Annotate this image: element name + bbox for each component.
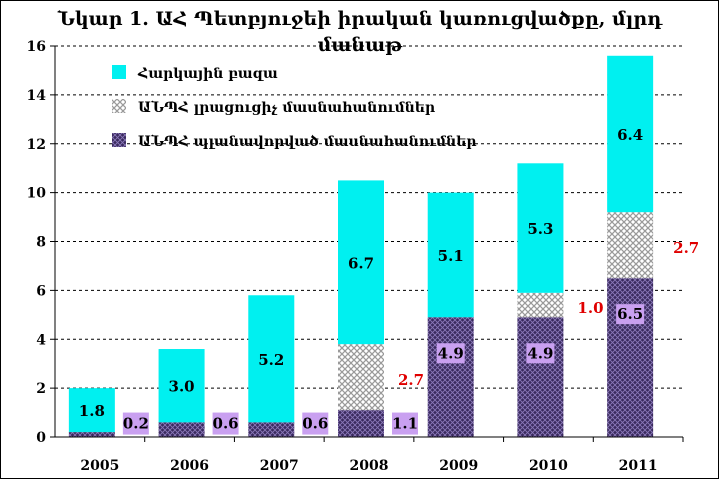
legend: Հարկային բազա ԱՆՊՀ լրացուցիչ մասնահանումն… bbox=[112, 65, 477, 150]
legend-swatch-1 bbox=[112, 99, 126, 113]
y-tick-label: 16 bbox=[27, 39, 46, 55]
legend-label-2: Հարկային բազա bbox=[137, 66, 278, 82]
bar-segment-2 bbox=[607, 55, 654, 213]
bar-segment-0 bbox=[248, 422, 295, 437]
bar-segment-1 bbox=[607, 212, 654, 279]
bar-segment-0 bbox=[158, 422, 205, 437]
y-tick-label: 8 bbox=[36, 235, 46, 251]
chart-title: Նկար 1. ԱՀ Պետբյուջեի իրական կառուցվածքը… bbox=[57, 8, 663, 56]
data-label-tax-base: 6.4 bbox=[617, 126, 643, 144]
legend-swatch-0 bbox=[112, 133, 126, 147]
data-label-planned: 4.9 bbox=[527, 344, 553, 362]
data-label-planned: 4.9 bbox=[438, 344, 464, 362]
bar-segment-0 bbox=[68, 432, 115, 437]
legend-swatch-2 bbox=[112, 65, 126, 79]
bar-segment-2 bbox=[517, 163, 564, 293]
data-label-extra: 1.0 bbox=[577, 299, 603, 317]
data-label-extra: 2.7 bbox=[398, 371, 424, 389]
x-tick-label: 2010 bbox=[529, 458, 568, 474]
x-tick-label: 2007 bbox=[260, 458, 299, 474]
data-label-planned: 6.5 bbox=[617, 305, 643, 323]
bar-segment-2 bbox=[158, 349, 205, 423]
data-label-planned: 0.6 bbox=[302, 415, 328, 433]
bar-segment-2 bbox=[338, 180, 384, 345]
data-label-box bbox=[122, 412, 149, 435]
data-label-tax-base: 5.2 bbox=[258, 351, 284, 369]
data-label-box bbox=[436, 343, 465, 364]
legend-label-0: ԱՆՊՀ պլանավորված մասնահանումներ bbox=[138, 133, 477, 150]
bar-segment-1 bbox=[517, 292, 564, 318]
y-tick-label: 4 bbox=[36, 332, 46, 348]
bar-segment-0 bbox=[517, 317, 564, 437]
y-tick-label: 2 bbox=[36, 381, 46, 397]
data-label-box bbox=[212, 412, 239, 435]
x-tick-label: 2008 bbox=[350, 458, 389, 474]
bar-segment-0 bbox=[607, 278, 654, 437]
data-label-box bbox=[302, 412, 329, 435]
data-label-tax-base: 5.1 bbox=[438, 247, 464, 265]
label-layer: 1.8 0.2 3.0 0.6 5.2 0.6 6.7 1.1 2.7 5.1 4.9 5.3 4.9 1… bbox=[79, 126, 699, 435]
x-tick-label: 2009 bbox=[439, 458, 478, 474]
y-tick-label: 10 bbox=[27, 186, 47, 202]
legend-label-1: ԱՆՊՀ լրացուցիչ մասնահանումներ bbox=[138, 99, 435, 116]
data-label-tax-base: 6.7 bbox=[348, 254, 374, 272]
data-label-extra: 2.7 bbox=[673, 239, 699, 257]
data-label-tax-base: 1.8 bbox=[79, 402, 105, 420]
y-tick-label: 6 bbox=[36, 283, 46, 299]
bar-segment-1 bbox=[338, 344, 384, 411]
data-label-tax-base: 3.0 bbox=[169, 378, 195, 396]
bar-segment-2 bbox=[427, 192, 474, 318]
bar-segment-0 bbox=[427, 317, 474, 437]
y-tick-label: 14 bbox=[27, 88, 47, 104]
x-tick-label: 2005 bbox=[80, 458, 119, 474]
y-tick-label: 12 bbox=[27, 137, 46, 153]
bar-segment-2 bbox=[248, 295, 295, 423]
x-tick-label: 2006 bbox=[170, 458, 209, 474]
y-tick-label: 0 bbox=[36, 430, 46, 446]
data-label-planned: 1.1 bbox=[392, 415, 418, 433]
data-label-box bbox=[616, 304, 645, 325]
bar-layer bbox=[68, 55, 654, 437]
data-label-planned: 0.2 bbox=[123, 415, 149, 433]
axis-layer: 0 2 4 6 8 10 12 14 16 2005 2006 2007 2008 2009 2010 201… bbox=[27, 39, 684, 474]
data-label-tax-base: 5.3 bbox=[527, 220, 553, 238]
bar-segment-0 bbox=[338, 410, 384, 437]
x-tick-label: 2011 bbox=[619, 458, 658, 474]
data-label-planned: 0.6 bbox=[213, 415, 239, 433]
data-label-box bbox=[392, 412, 418, 435]
data-label-box bbox=[526, 343, 555, 364]
bar-segment-2 bbox=[68, 388, 115, 433]
